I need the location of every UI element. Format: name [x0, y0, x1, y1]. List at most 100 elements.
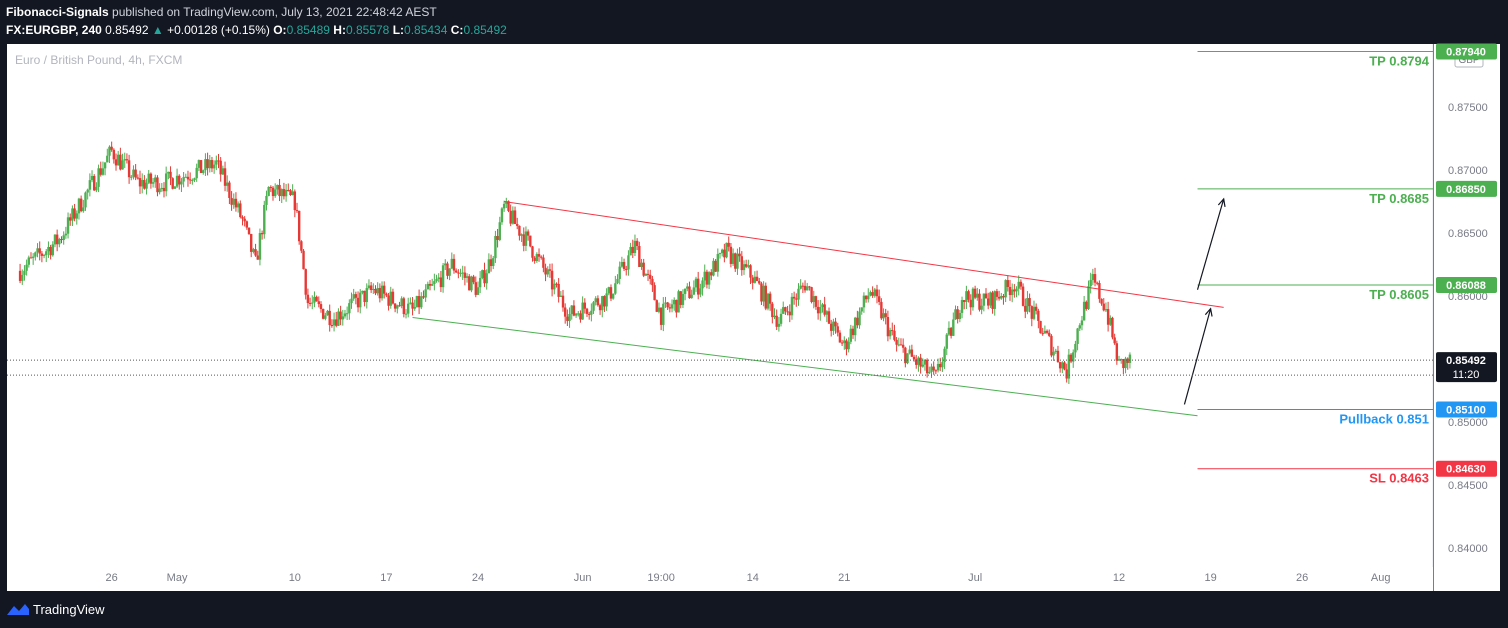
candle-body — [720, 249, 724, 254]
candle-body — [806, 286, 809, 291]
candle-body — [738, 253, 741, 257]
candle-body — [594, 298, 597, 303]
candle-body — [997, 296, 1001, 299]
candle-body — [426, 283, 430, 290]
candle-body — [934, 370, 938, 372]
candle-body — [149, 173, 153, 184]
candle-body — [444, 263, 447, 266]
candle-body — [838, 332, 842, 343]
candle-body — [880, 301, 883, 319]
candle-body — [396, 305, 399, 309]
candle-body — [535, 254, 539, 262]
candle-body — [36, 248, 39, 253]
plot-area[interactable] — [7, 44, 1433, 567]
candle-body — [869, 292, 872, 296]
candle-body — [956, 309, 959, 319]
candle-body — [958, 312, 962, 319]
candle-body — [348, 303, 351, 314]
candle-body — [73, 208, 76, 219]
tradingview-logo-icon[interactable] — [6, 601, 30, 617]
candle-body — [363, 290, 366, 303]
candle-body — [542, 257, 545, 268]
candle-body — [522, 234, 525, 246]
candle-body — [280, 189, 283, 197]
candle-body — [66, 217, 70, 234]
level-text-pullback: Pullback 0.851 — [1339, 411, 1429, 426]
candle-body — [692, 287, 696, 295]
candle-body — [478, 277, 482, 288]
price-axis[interactable] — [1434, 44, 1500, 591]
price-change: +0.00128 (+0.15%) — [167, 23, 270, 37]
candle-body — [367, 285, 371, 289]
candle-body — [40, 253, 44, 256]
candle-body — [1017, 281, 1020, 289]
candle-body — [1082, 301, 1086, 321]
candle-body — [1028, 298, 1031, 307]
candle-body — [393, 303, 397, 309]
candle-body — [526, 231, 530, 236]
candle-body — [819, 307, 822, 314]
candle-body — [1006, 280, 1010, 287]
candle-body — [223, 168, 227, 186]
candle-body — [1074, 343, 1077, 353]
candle-body — [359, 292, 362, 308]
candle-body — [653, 285, 656, 301]
candle-body — [840, 342, 844, 344]
candle-body — [60, 239, 63, 241]
candle-body — [1013, 289, 1016, 292]
level-badge-tp — [1436, 276, 1497, 293]
candle-body — [516, 224, 519, 226]
candle-body — [260, 233, 264, 235]
candle-body — [117, 154, 120, 166]
candle-body — [317, 301, 321, 305]
candle-body — [520, 234, 523, 236]
price-chart[interactable]: Euro / British Pound, 4h, FXCM GBP 0.875… — [0, 43, 1508, 591]
candle-body — [352, 294, 355, 299]
author-name[interactable]: Fibonacci-Signals — [6, 5, 109, 19]
up-arrow-icon: ▲ — [151, 23, 164, 37]
candle-body — [884, 313, 887, 318]
candle-body — [411, 302, 414, 309]
candle-body — [910, 349, 914, 357]
tradingview-brand[interactable]: TradingView — [33, 602, 105, 617]
candle-body — [454, 270, 458, 273]
candle-body — [1111, 317, 1114, 338]
candle-body — [891, 330, 894, 332]
candle-body — [747, 265, 750, 267]
candle-body — [1043, 330, 1047, 334]
candle-body — [171, 178, 174, 189]
candle-body — [103, 162, 107, 169]
candle-body — [995, 291, 999, 297]
candle-body — [1032, 306, 1036, 319]
candle-body — [256, 255, 259, 260]
candle-body — [45, 251, 48, 255]
level-text-tp: TP 0.8605 — [1369, 287, 1429, 302]
candle-body — [321, 309, 325, 319]
candle-body — [1054, 350, 1057, 352]
candle-body — [919, 357, 922, 367]
candle-body — [208, 160, 211, 169]
chart-title: Euro / British Pound, 4h, FXCM — [15, 53, 182, 67]
candle-body — [559, 295, 563, 297]
candle-body — [736, 253, 739, 269]
candle-body — [681, 293, 685, 305]
candle-body — [561, 295, 565, 308]
candle-body — [18, 270, 22, 281]
x-tick-label: 10 — [289, 572, 301, 584]
candle-body — [930, 366, 933, 372]
candle-body — [712, 260, 715, 276]
candle-body — [729, 246, 733, 264]
candle-body — [1089, 280, 1092, 287]
projection-arrowhead — [1204, 307, 1213, 317]
candle-body — [230, 197, 233, 205]
time-axis[interactable] — [7, 567, 1433, 591]
symbol-label[interactable]: FX:EURGBP, 240 — [6, 23, 102, 37]
candle-body — [71, 208, 74, 221]
candle-body — [400, 298, 403, 306]
candle-body — [843, 340, 846, 344]
candle-body — [206, 159, 209, 169]
candle-body — [677, 291, 680, 313]
candle-body — [273, 189, 277, 197]
candle-body — [234, 198, 238, 208]
candle-body — [908, 349, 911, 354]
